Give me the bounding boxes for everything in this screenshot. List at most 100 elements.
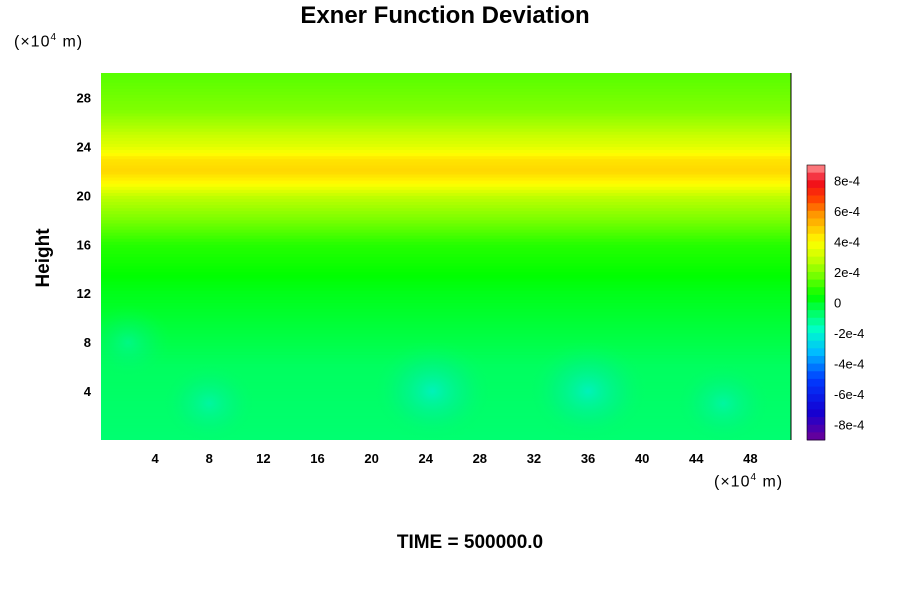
field-band — [101, 121, 791, 126]
colorbar-segment — [807, 394, 825, 403]
field-band — [101, 143, 791, 147]
anomaly-blob — [674, 361, 773, 440]
x-tick-label: 16 — [310, 451, 324, 466]
field-band — [101, 91, 791, 96]
field-band — [101, 170, 791, 175]
colorbar-segment — [807, 386, 825, 395]
y-tick-label: 16 — [77, 237, 91, 252]
field-band — [101, 183, 791, 187]
field-band — [101, 302, 791, 307]
colorbar-tick-label: -2e-4 — [834, 326, 864, 341]
colorbar-tick-label: -4e-4 — [834, 357, 864, 372]
colorbar-segment — [807, 294, 825, 303]
anomaly-layer — [101, 304, 773, 440]
field-band — [101, 192, 791, 196]
field-band — [101, 256, 791, 261]
y-tick-label: 8 — [84, 335, 91, 350]
colorbar-segment — [807, 348, 825, 357]
colorbar-segment — [807, 226, 825, 235]
field-band — [101, 290, 791, 294]
field-band — [101, 238, 791, 242]
field-band — [101, 137, 791, 141]
field-band — [101, 88, 791, 92]
chart-title: Exner Function Deviation — [300, 2, 590, 29]
x-tick-label: 44 — [689, 451, 704, 466]
field-band — [101, 232, 791, 236]
field-band — [101, 204, 791, 209]
colorbar-segment — [807, 249, 825, 258]
field-band — [101, 155, 791, 160]
field-band — [101, 106, 791, 111]
colorbar-segment — [807, 355, 825, 365]
field-band — [101, 317, 791, 322]
colorbar-segment — [807, 241, 825, 250]
field-band — [101, 149, 791, 154]
y-axis-unit: (×104 m) — [14, 32, 84, 51]
colorbar-segment — [807, 195, 825, 204]
field-band — [101, 323, 791, 328]
field-band — [101, 250, 791, 255]
field-band — [101, 198, 791, 203]
field-band — [101, 274, 791, 279]
colorbar-segment — [807, 340, 825, 349]
x-tick-label: 12 — [256, 451, 270, 466]
colorbar-segment — [807, 279, 825, 288]
field-band — [101, 112, 791, 117]
y-tick-label: 12 — [77, 286, 91, 301]
field-band — [101, 82, 791, 86]
field-band — [101, 326, 791, 331]
field-band — [101, 244, 791, 248]
colorbar-frame — [806, 164, 826, 441]
field-band — [101, 97, 791, 102]
field-band — [101, 235, 791, 239]
field-band — [101, 134, 791, 138]
x-tick-label: 24 — [418, 451, 433, 466]
anomaly-blob — [159, 361, 259, 440]
anomaly-blob — [370, 339, 495, 440]
field-band — [101, 329, 791, 334]
y-tick-label: 24 — [77, 139, 92, 154]
field-band — [101, 225, 791, 230]
field-band — [101, 201, 791, 206]
field-band — [101, 259, 791, 264]
x-tick-label: 40 — [635, 451, 649, 466]
colorbar-segment — [807, 233, 825, 242]
colorbar-segment — [807, 287, 825, 296]
y-tick-label: 20 — [77, 188, 91, 203]
field-band — [101, 210, 791, 215]
x-tick-label: 28 — [473, 451, 487, 466]
time-label: TIME = 500000.0 — [396, 532, 544, 553]
colorbar-segment — [807, 210, 825, 219]
colorbar-tick-label: -8e-4 — [834, 418, 864, 433]
field-band — [101, 85, 791, 89]
y-ticks: 4 8 12 16 20 24 28 — [77, 90, 92, 399]
colorbar-segment — [807, 401, 825, 410]
field-band — [101, 152, 791, 157]
colorbar-segment — [807, 378, 825, 387]
field-band — [101, 241, 791, 245]
field-band — [101, 103, 791, 108]
field-band — [101, 173, 791, 178]
field-band — [101, 277, 791, 282]
x-axis-unit: (×104 m) — [714, 472, 784, 491]
field-band — [101, 280, 791, 285]
x-tick-label: 32 — [527, 451, 541, 466]
field-band — [101, 128, 791, 132]
field-band — [101, 296, 791, 300]
field-band — [101, 320, 791, 325]
x-tick-label: 20 — [364, 451, 378, 466]
colorbar-segment — [807, 424, 825, 433]
x-tick-label: 48 — [743, 451, 757, 466]
field-band — [101, 140, 791, 144]
field-band — [101, 189, 791, 193]
field-band — [101, 161, 791, 166]
field-band — [101, 308, 791, 313]
colorbar-segment — [807, 187, 825, 196]
colorbar-tick-label: -6e-4 — [834, 387, 864, 402]
anomaly-blob — [526, 339, 651, 440]
field-band — [101, 73, 791, 77]
colorbar-segment — [807, 325, 825, 334]
colorbar-segment — [807, 417, 825, 426]
field-band — [101, 79, 791, 83]
